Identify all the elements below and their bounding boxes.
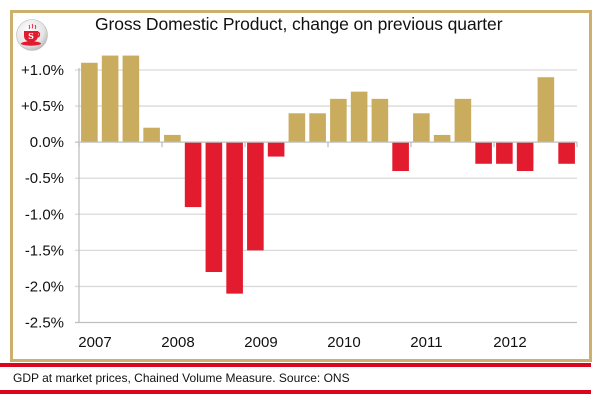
bar-2010-q4 (392, 142, 409, 171)
bar-2007-q4 (143, 127, 160, 143)
bar-2012-q2 (516, 142, 534, 171)
y-tick-label: -2.5% (25, 315, 64, 332)
y-tick-label: -2.0% (25, 278, 64, 295)
bar-2012-q4 (558, 142, 575, 164)
x-tick-label: 2012 (493, 334, 526, 351)
y-tick-label: +0.5% (21, 98, 64, 115)
bar-2008-q2 (184, 142, 202, 208)
bar-2011-q2 (433, 134, 451, 143)
y-tick-labels: +1.0% +0.5% 0.0% -0.5% -1.0% -1.5% -2.0% -2.5% (21, 62, 64, 332)
bar-2008-q4 (226, 142, 243, 294)
bar-2007-q3 (122, 55, 140, 143)
bar-2009-q3 (288, 113, 306, 143)
bar-2009-q4 (309, 113, 326, 143)
gridlines (75, 69, 577, 288)
y-tick-label: -0.5% (25, 170, 64, 187)
footer-bottom-rule (0, 390, 591, 394)
footer-top-rule (0, 363, 591, 367)
y-tick-label: -1.0% (25, 206, 64, 223)
bar-2012-q3 (537, 77, 555, 143)
bar-2008-q1 (164, 134, 181, 143)
x-tick-label: 2008 (161, 334, 194, 351)
x-tick-label: 2007 (78, 334, 111, 351)
bar-2012-q1 (496, 142, 513, 164)
bar-2007-q2 (101, 55, 119, 143)
bar-2010-q3 (371, 98, 389, 143)
y-tick-label: 0.0% (30, 134, 64, 151)
source-note: GDP at market prices, Chained Volume Mea… (13, 371, 350, 385)
chart-title: Gross Domestic Product, change on previo… (95, 14, 503, 34)
bars (81, 55, 575, 294)
bar-2008-q3 (205, 142, 223, 272)
y-tick-label: -1.5% (25, 242, 64, 259)
x-tick-label: 2010 (327, 334, 360, 351)
x-tick-labels: 2007 2008 2009 2010 2011 2012 (78, 334, 526, 351)
bar-2011-q3 (454, 98, 472, 143)
logo-letter: S (28, 31, 34, 41)
bar-2009-q2 (267, 142, 285, 157)
x-tick-label: 2009 (244, 334, 277, 351)
bar-2010-q1 (330, 98, 347, 143)
bar-2010-q2 (350, 91, 368, 143)
axes (75, 68, 578, 324)
x-tick-label: 2011 (410, 334, 442, 351)
bar-2011-q1 (413, 113, 430, 143)
bar-2011-q4 (475, 142, 492, 164)
bar-2007-q1 (81, 62, 98, 143)
bar-2009-q1 (247, 142, 264, 251)
tea-cup-s-logo-icon: S (16, 19, 48, 51)
y-tick-label: +1.0% (21, 62, 64, 79)
